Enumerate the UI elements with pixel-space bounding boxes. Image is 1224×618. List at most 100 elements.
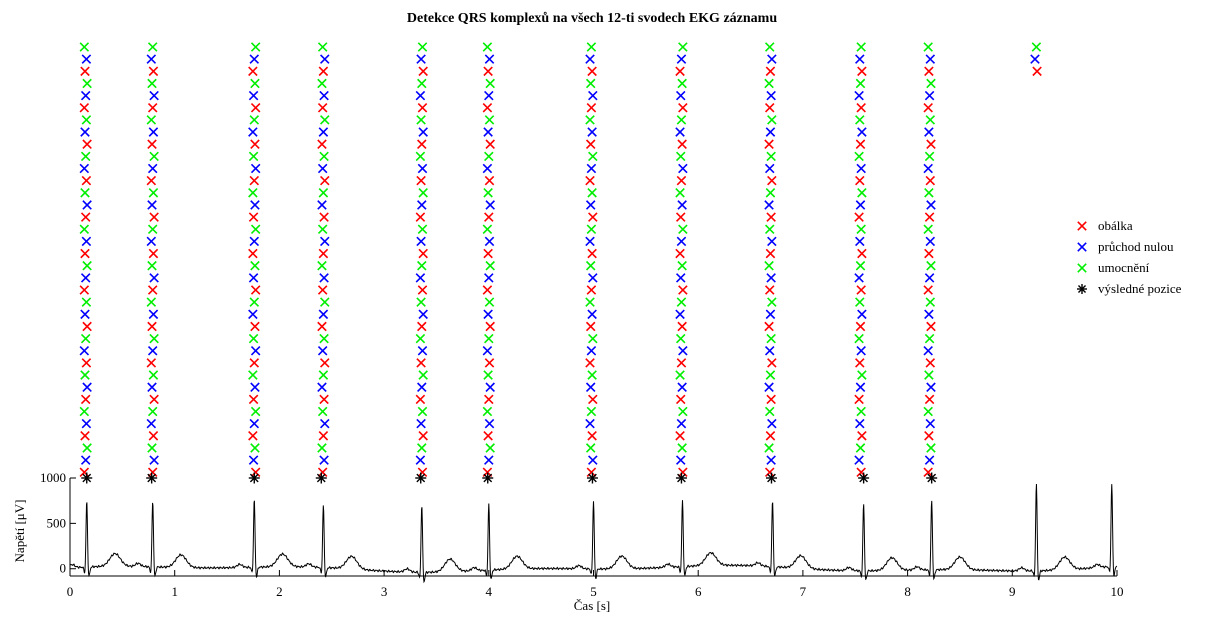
pruchod-nulou-marker [588, 455, 598, 465]
umocneni-marker [585, 115, 595, 125]
detection-column [585, 42, 598, 478]
pruchod-nulou-marker [588, 90, 598, 101]
pruchod-nulou-marker [81, 54, 92, 64]
umocneni-marker [248, 333, 259, 344]
obalka-marker [82, 139, 92, 149]
umocneni-marker [149, 333, 159, 344]
pruchod-nulou-marker [80, 127, 90, 137]
umocneni-marker [675, 151, 686, 162]
umocneni-marker [764, 443, 774, 453]
obalka-marker [81, 358, 92, 368]
umocneni-marker [317, 443, 327, 453]
umocneni-marker [766, 333, 776, 344]
umocneni-marker [415, 151, 426, 162]
obalka-marker [485, 139, 495, 149]
pruchod-nulou-marker [585, 418, 595, 429]
pruchod-nulou-marker [764, 345, 775, 356]
obalka-marker [675, 431, 685, 441]
pruchod-nulou-marker [248, 90, 259, 101]
pruchod-nulou-marker [81, 236, 92, 247]
obalka-marker [767, 175, 777, 186]
obalka-marker [482, 102, 493, 113]
obalka-marker [318, 66, 329, 77]
pruchod-nulou-marker [415, 90, 426, 101]
obalka-marker [317, 102, 328, 113]
obalka-marker [587, 431, 597, 441]
legend-marker [1077, 221, 1087, 231]
pruchod-nulou-marker [925, 236, 936, 247]
pruchod-nulou-marker [764, 163, 775, 174]
pruchod-nulou-marker [248, 127, 258, 137]
pruchod-nulou-marker [676, 418, 687, 429]
umocneni-marker [855, 260, 866, 271]
umocneni-marker [79, 42, 90, 52]
umocneni-marker [857, 188, 867, 198]
umocneni-marker [250, 224, 261, 235]
detection-column [248, 42, 261, 478]
legend-label: průchod nulou [1098, 239, 1174, 254]
pruchod-nulou-marker [587, 309, 597, 320]
pruchod-nulou-marker [926, 200, 936, 210]
pruchod-nulou-marker [587, 127, 597, 137]
obalka-marker [318, 248, 329, 259]
obalka-marker [483, 431, 493, 441]
pruchod-nulou-marker [418, 127, 428, 137]
pruchod-nulou-marker [80, 273, 91, 283]
obalka-marker [586, 102, 597, 113]
umocneni-marker [483, 188, 493, 198]
umocneni-marker [923, 224, 933, 235]
final-position-marker [315, 472, 327, 484]
obalka-marker [485, 321, 495, 332]
pruchod-nulou-marker [415, 273, 426, 283]
umocneni-marker [857, 370, 867, 380]
pruchod-nulou-marker [484, 418, 495, 429]
pruchod-nulou-marker [248, 309, 258, 320]
umocneni-marker [249, 297, 260, 307]
pruchod-nulou-marker [857, 309, 867, 320]
obalka-marker [923, 285, 933, 295]
pruchod-nulou-marker [147, 345, 158, 356]
obalka-marker [320, 358, 330, 368]
pruchod-nulou-marker [767, 236, 777, 247]
pruchod-nulou-marker [79, 345, 90, 356]
umocneni-marker [586, 224, 597, 235]
obalka-marker [249, 358, 260, 368]
obalka-marker [248, 431, 258, 441]
umocneni-marker [319, 333, 329, 344]
obalka-marker [250, 139, 260, 149]
umocneni-marker [317, 42, 328, 52]
detection-column [79, 42, 92, 478]
pruchod-nulou-marker [416, 54, 426, 64]
x-tick-label: 7 [800, 584, 807, 599]
x-tick-label: 0 [67, 584, 74, 599]
pruchod-nulou-marker [319, 273, 329, 283]
obalka-marker [146, 175, 157, 186]
umocneni-marker [146, 115, 157, 125]
obalka-marker [677, 321, 687, 332]
obalka-marker [678, 102, 688, 113]
obalka-marker [924, 212, 935, 222]
pruchod-nulou-marker [148, 309, 159, 320]
final-position-marker [858, 472, 870, 484]
obalka-marker [250, 321, 260, 332]
obalka-marker [677, 139, 687, 149]
pruchod-nulou-marker [250, 200, 260, 210]
obalka-marker [675, 248, 685, 259]
umocneni-marker [675, 333, 686, 344]
y-tick-label: 500 [47, 515, 67, 530]
obalka-marker [678, 285, 688, 295]
pruchod-nulou-marker [147, 163, 158, 174]
umocneni-marker [677, 260, 687, 271]
final-position-marker [146, 472, 158, 484]
umocneni-marker [764, 406, 775, 417]
obalka-marker [857, 66, 867, 77]
pruchod-nulou-marker [923, 345, 933, 356]
umocneni-marker [146, 297, 157, 307]
umocneni-marker [147, 78, 157, 89]
umocneni-marker [417, 78, 427, 89]
pruchod-nulou-marker [82, 200, 92, 210]
pruchod-nulou-marker [675, 273, 686, 283]
umocneni-marker [923, 42, 933, 52]
umocneni-marker [318, 188, 329, 198]
umocneni-marker [764, 260, 774, 271]
